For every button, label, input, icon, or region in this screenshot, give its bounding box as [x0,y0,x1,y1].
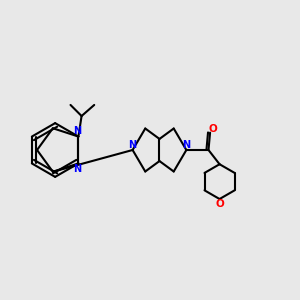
Text: N: N [73,126,81,136]
Text: N: N [128,140,137,150]
Text: N: N [73,164,81,174]
Text: N: N [182,140,190,150]
Text: O: O [215,199,224,209]
Text: O: O [209,124,218,134]
